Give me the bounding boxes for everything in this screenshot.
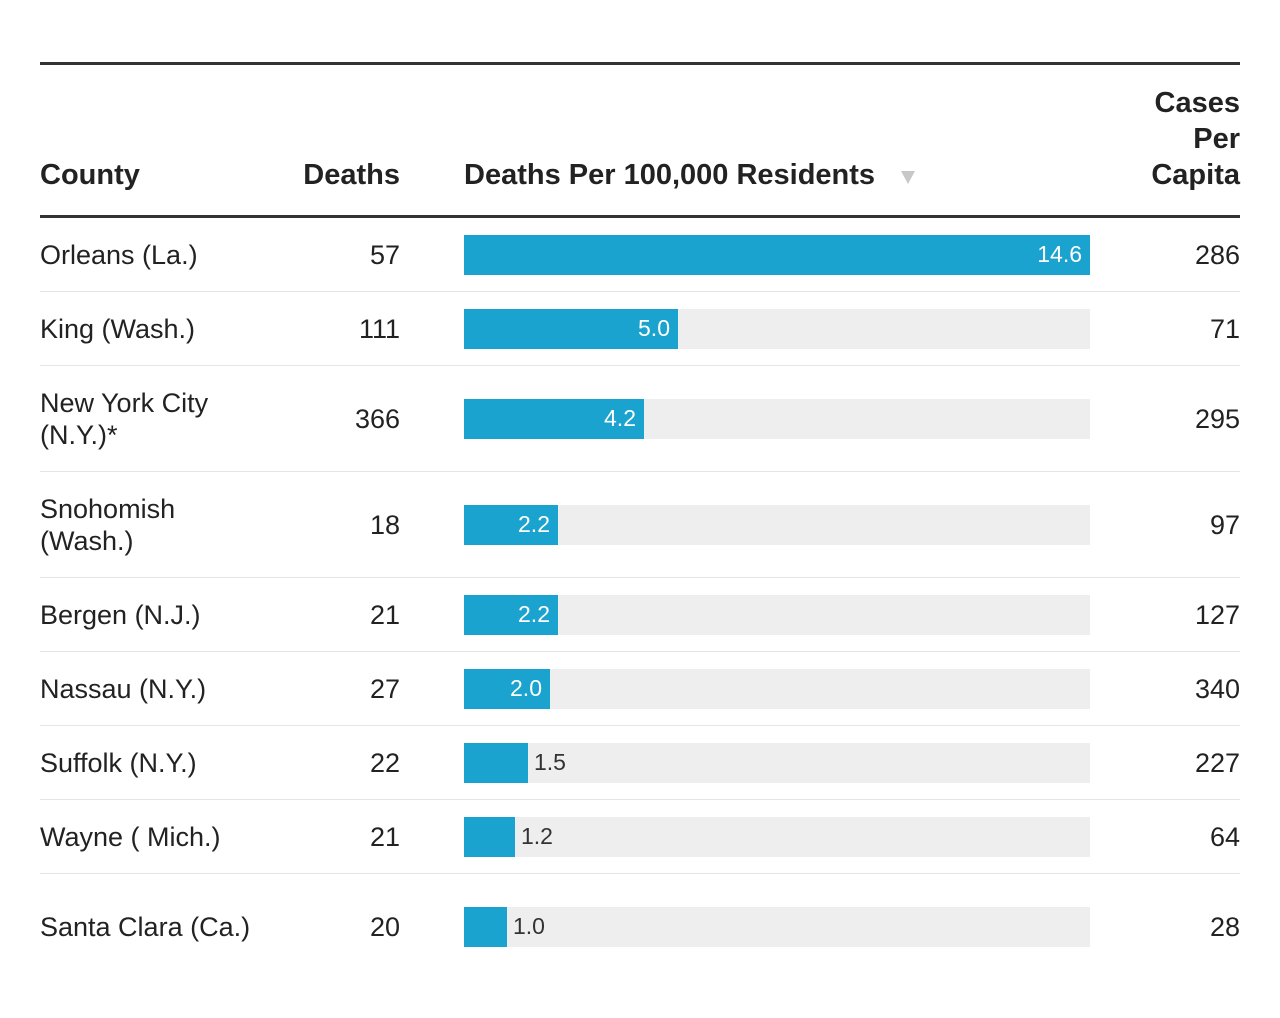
rate-bar-label: 2.2 [518, 511, 550, 537]
county-cell: Nassau (N.Y.) [40, 673, 207, 704]
table-row: King (Wash.) 111 5.0 71 [40, 292, 1240, 366]
rate-bar-label: 1.0 [513, 913, 545, 939]
cases-column-header[interactable]: Cases Per Capita [1151, 87, 1240, 191]
rate-bar [464, 594, 558, 635]
cases-cell: 97 [1209, 509, 1240, 540]
rate-bar-label: 5.0 [638, 315, 670, 341]
county-column-header[interactable]: County [40, 159, 140, 191]
cases-cell: 127 [1194, 599, 1240, 630]
rate-bar-track: 1.2 [464, 816, 1090, 857]
rate-bar [464, 504, 558, 545]
deaths-cell: 21 [369, 821, 400, 852]
county-cell: Wayne ( Mich.) [40, 821, 221, 852]
table-row: Snohomish (Wash.) 18 2.2 97 [40, 472, 1240, 578]
sort-descending-icon[interactable] [901, 170, 916, 184]
county-cell: Snohomish (Wash.) [40, 493, 176, 556]
cases-cell: 28 [1209, 911, 1240, 942]
deaths-cell: 22 [369, 747, 400, 778]
rate-bar [464, 668, 550, 709]
deaths-cell: 18 [369, 509, 400, 540]
deaths-cell: 366 [354, 403, 400, 434]
rate-bar-label: 4.2 [604, 405, 636, 431]
rate-bar-label: 1.5 [534, 749, 566, 775]
table-row: New York City (N.Y.)* 366 4.2 295 [40, 366, 1240, 472]
county-cell: Orleans (La.) [40, 239, 198, 270]
rate-bar-label: 14.6 [1037, 241, 1082, 267]
rate-bar [464, 234, 1090, 275]
rate-bar-label: 2.2 [518, 601, 550, 627]
deaths-cell: 21 [369, 599, 400, 630]
deaths-cell: 111 [358, 313, 400, 344]
rate-bar [464, 906, 507, 947]
deaths-cell: 20 [369, 911, 400, 942]
county-cell: Santa Clara (Ca.) [40, 911, 251, 942]
cases-cell: 71 [1209, 313, 1240, 344]
rate-bar-track: 1.5 [464, 742, 1090, 783]
table-row: Orleans (La.) 57 14.6 286 [40, 218, 1240, 292]
county-cell: New York City (N.Y.)* [40, 387, 209, 450]
rate-column-header-label: Deaths Per 100,000 Residents [464, 159, 876, 191]
cases-cell: 227 [1194, 747, 1240, 778]
county-cell: King (Wash.) [40, 313, 196, 344]
table-body: Orleans (La.) 57 14.6 286 King (Wash.) 111 5.0… [40, 218, 1240, 979]
rate-bar [464, 742, 528, 783]
cases-cell: 295 [1194, 403, 1240, 434]
table-row: Bergen (N.J.) 21 2.2 127 [40, 578, 1240, 652]
rate-bar-track: 2.2 [464, 504, 1090, 545]
rate-bar-label: 2.0 [510, 675, 542, 701]
rate-bar-track: 2.0 [464, 668, 1090, 709]
rate-bar-track: 2.2 [464, 594, 1090, 635]
rate-column-header[interactable]: Deaths Per 100,000 Residents [464, 157, 916, 193]
deaths-cell: 57 [369, 239, 400, 270]
table-row: Santa Clara (Ca.) 20 1.0 28 [40, 874, 1240, 979]
deaths-column-header[interactable]: Deaths [303, 159, 400, 191]
cases-cell: 286 [1194, 239, 1240, 270]
rate-bar-track: 1.0 [464, 906, 1090, 947]
rate-bar-label: 1.2 [521, 823, 553, 849]
rate-bar [464, 816, 515, 857]
rate-bar [464, 398, 644, 439]
rate-bar-track: 4.2 [464, 398, 1090, 439]
rate-bar-track: 5.0 [464, 308, 1090, 349]
table-row: Nassau (N.Y.) 27 2.0 340 [40, 652, 1240, 726]
table-row: Wayne ( Mich.) 21 1.2 64 [40, 800, 1240, 874]
cases-cell: 64 [1209, 821, 1240, 852]
deaths-cell: 27 [369, 673, 400, 704]
deaths-table: County Deaths Deaths Per 100,000 Residen… [40, 62, 1240, 979]
county-cell: Bergen (N.J.) [40, 599, 201, 630]
county-cell: Suffolk (N.Y.) [40, 747, 197, 778]
rate-bar [464, 308, 678, 349]
table-header: County Deaths Deaths Per 100,000 Residen… [40, 65, 1240, 218]
rate-bar-track: 14.6 [464, 234, 1090, 275]
cases-cell: 340 [1194, 673, 1240, 704]
table-row: Suffolk (N.Y.) 22 1.5 227 [40, 726, 1240, 800]
top-rule [40, 62, 1240, 65]
